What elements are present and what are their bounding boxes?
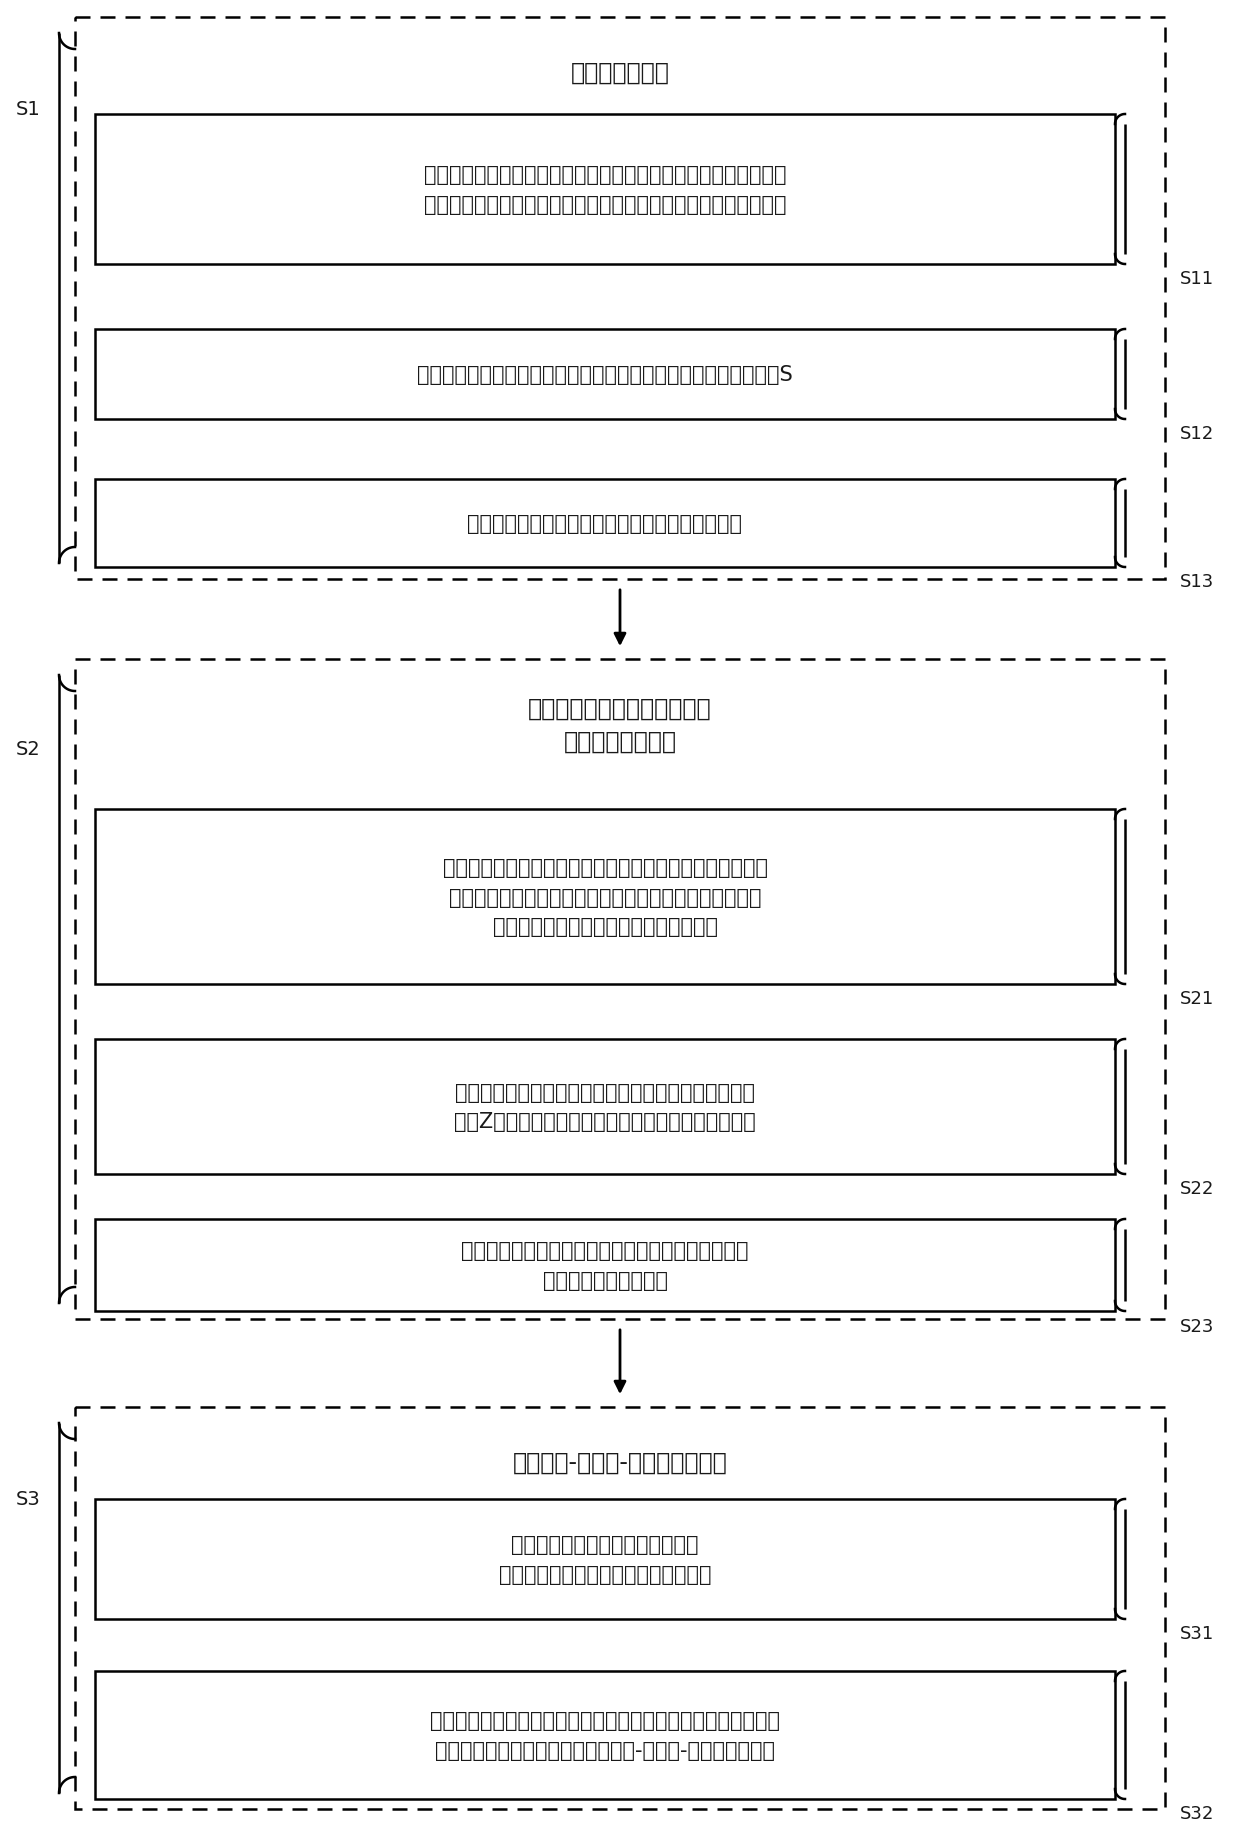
Text: 建立焦距-轴像距-俯仰角曲面函数: 建立焦距-轴像距-俯仰角曲面函数 (512, 1449, 728, 1475)
Bar (95, 809, 1115, 985)
Bar (95, 329, 1115, 419)
Bar (74, 1407, 1166, 1810)
Text: S13: S13 (1180, 573, 1214, 591)
Text: S3: S3 (16, 1490, 41, 1508)
Text: 根据云台的俯仰角、正交位轴像距及云台旋转臂长，
获得轴像距的一般方程: 根据云台的俯仰角、正交位轴像距及云台旋转臂长， 获得轴像距的一般方程 (461, 1241, 749, 1290)
Text: 根据不同焦距下获得的正交轴像距和焦距的拟合函数与云台旋转
臂长及俯仰角的几何关系，建立焦距-轴像距-俯仰角曲面函数: 根据不同焦距下获得的正交轴像距和焦距的拟合函数与云台旋转 臂长及俯仰角的几何关系… (430, 1711, 780, 1760)
Text: S22: S22 (1180, 1179, 1214, 1197)
Bar (95, 1499, 1115, 1620)
Text: 对近似交会点集进行一次间接平差获得交会点坐标: 对近似交会点集进行一次间接平差获得交会点坐标 (467, 514, 743, 534)
Text: S1: S1 (16, 101, 41, 119)
Text: 在固定焦距下，对标定板和图像两个平面上的一组对应投影点建立
共线条件方程，进行最小二乘光束平差计算，获取近似交会点坐标: 在固定焦距下，对标定板和图像两个平面上的一组对应投影点建立 共线条件方程，进行最… (424, 165, 786, 214)
Bar (95, 115, 1115, 265)
Text: 利用轴心站点坐标和标定板与光轴正交时的交会点坐标
计算Z坐标距离，并根据镜头焦距，获得正交位轴像距: 利用轴心站点坐标和标定板与光轴正交时的交会点坐标 计算Z坐标距离，并根据镜头焦距… (454, 1082, 756, 1131)
Bar (74, 659, 1166, 1319)
Text: S11: S11 (1180, 269, 1214, 287)
Text: S23: S23 (1180, 1318, 1214, 1336)
Bar (95, 1219, 1115, 1312)
Bar (74, 18, 1166, 580)
Text: S12: S12 (1180, 425, 1214, 443)
Bar (95, 1671, 1115, 1799)
Text: S2: S2 (16, 739, 41, 759)
Text: 获得正交位轴像距和云台旋转
臂长及其一般方程: 获得正交位轴像距和云台旋转 臂长及其一般方程 (528, 695, 712, 754)
Bar (95, 479, 1115, 567)
Bar (95, 1039, 1115, 1175)
Text: 获得交会点坐标: 获得交会点坐标 (570, 60, 670, 84)
Text: S31: S31 (1180, 1623, 1214, 1642)
Text: 获取不同焦距下的正交位轴像距，
建立焦距和正交位轴像距的拟和函数。: 获取不同焦距下的正交位轴像距， 建立焦距和正交位轴像距的拟和函数。 (498, 1534, 712, 1585)
Text: S21: S21 (1180, 990, 1214, 1008)
Text: 利用相同俯仰角下的多组交会点坐标和前方投影对应点坐标
的二维点集，进行第二次后方交会和最小二乘光束平差，
获得云镜摄系统的轴像距及云台旋转臂长: 利用相同俯仰角下的多组交会点坐标和前方投影对应点坐标 的二维点集，进行第二次后方… (443, 858, 768, 937)
Text: 对同一像片进行多组不同对应投影点交会平差，获得近似交会点集S: 对同一像片进行多组不同对应投影点交会平差，获得近似交会点集S (417, 364, 792, 384)
Text: S32: S32 (1180, 1804, 1214, 1823)
